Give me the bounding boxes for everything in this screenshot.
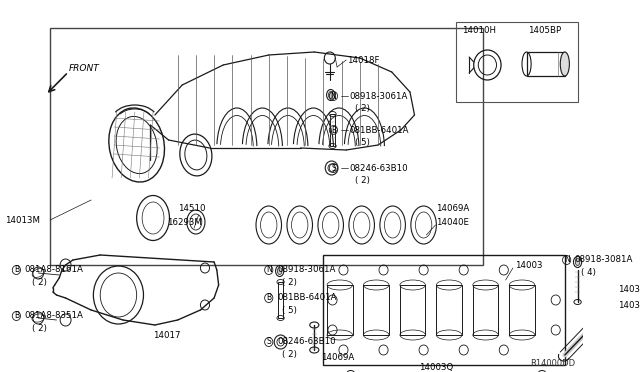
Bar: [278, 282, 284, 318]
Text: 14003Q: 14003Q: [419, 363, 453, 372]
Text: 08246-63B10: 08246-63B10: [349, 164, 408, 173]
Bar: [364, 285, 389, 335]
Bar: [323, 255, 565, 365]
Text: N: N: [266, 266, 271, 275]
Text: ( 2): ( 2): [282, 278, 298, 286]
Bar: [527, 52, 565, 76]
Text: N: N: [564, 256, 570, 264]
Text: 081BB-6401A: 081BB-6401A: [277, 294, 337, 302]
Text: 14035: 14035: [618, 301, 640, 310]
Text: ( 2): ( 2): [282, 350, 298, 359]
Text: 14069A: 14069A: [436, 203, 470, 212]
Ellipse shape: [328, 92, 333, 99]
Text: S: S: [266, 337, 271, 346]
Text: 14035: 14035: [618, 285, 640, 295]
Text: 14018F: 14018F: [347, 55, 380, 64]
Bar: [456, 22, 579, 102]
Text: 14510: 14510: [178, 203, 205, 212]
Text: 1405BP: 1405BP: [529, 26, 561, 35]
Bar: [50, 28, 483, 265]
Bar: [330, 114, 335, 146]
Bar: [509, 285, 535, 335]
Bar: [473, 285, 499, 335]
Text: 14003: 14003: [515, 260, 542, 269]
Text: ( 2): ( 2): [355, 176, 370, 185]
Text: N: N: [330, 92, 336, 100]
Text: ( 2): ( 2): [32, 278, 47, 286]
Text: 081BB-6401A: 081BB-6401A: [349, 125, 408, 135]
Text: R14000DD: R14000DD: [530, 359, 575, 369]
Text: 14069A: 14069A: [321, 353, 354, 362]
Text: 14017: 14017: [153, 331, 180, 340]
Bar: [400, 285, 426, 335]
Text: ( 5): ( 5): [282, 305, 298, 314]
Text: 081A8-8351A: 081A8-8351A: [24, 311, 83, 321]
Text: 14010H: 14010H: [462, 26, 496, 35]
Ellipse shape: [560, 52, 570, 76]
Text: 16293M: 16293M: [166, 218, 202, 227]
Text: ( 2): ( 2): [32, 324, 47, 333]
Text: S: S: [331, 164, 336, 173]
Text: 08246-63B10: 08246-63B10: [277, 337, 335, 346]
Text: 08918-3061A: 08918-3061A: [277, 266, 335, 275]
Text: FRONT: FRONT: [69, 64, 100, 73]
Text: 081A8-8161A: 081A8-8161A: [24, 266, 83, 275]
Text: B: B: [14, 266, 19, 275]
Ellipse shape: [277, 267, 282, 275]
Bar: [327, 285, 353, 335]
Text: B: B: [14, 311, 19, 321]
Text: 14013M: 14013M: [4, 215, 40, 224]
Text: 08918-3061A: 08918-3061A: [349, 92, 407, 100]
Text: ( 4): ( 4): [581, 267, 596, 276]
Text: ( 5): ( 5): [355, 138, 370, 147]
Ellipse shape: [575, 259, 580, 266]
Text: B: B: [331, 125, 336, 135]
Bar: [436, 285, 462, 335]
Text: ( 2): ( 2): [355, 103, 370, 112]
Text: B: B: [266, 294, 271, 302]
Text: 08918-3081A: 08918-3081A: [575, 256, 633, 264]
Text: 14040E: 14040E: [436, 218, 469, 227]
